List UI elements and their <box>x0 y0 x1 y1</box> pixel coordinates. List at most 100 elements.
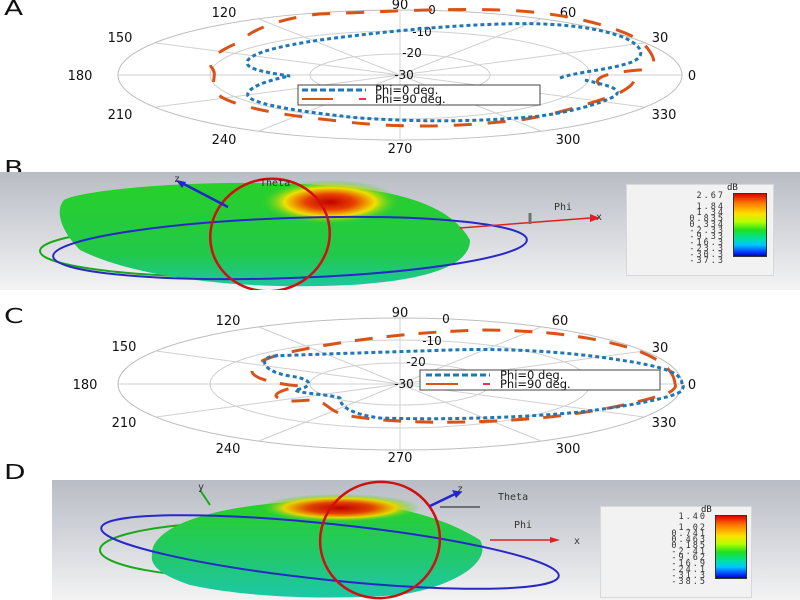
series-phi-90 <box>208 7 656 128</box>
angle-tick-30: 30 <box>652 341 669 356</box>
polar-plot-a: 90 60 30 0 330 300 270 240 210 180 150 1… <box>68 0 697 157</box>
series-phi-0 <box>263 348 685 421</box>
z-axis-arrow-b <box>179 180 229 209</box>
angle-tick-210: 210 <box>108 108 133 123</box>
scale-value: -2.41 <box>671 547 707 557</box>
color-scale-b: dB 2.67 1.84 1.34 0.835 0.334 -2.33 -9.3… <box>626 183 774 276</box>
pattern-hotspot-b <box>260 180 400 224</box>
panel-label-c: C <box>4 304 24 328</box>
red-ring-b <box>209 177 331 290</box>
angle-tick-330: 330 <box>652 416 677 431</box>
angle-tick-300: 300 <box>556 133 581 148</box>
angle-tick-0: 0 <box>688 69 696 84</box>
angle-tick-330: 330 <box>652 108 677 123</box>
axis-label-x-b: x <box>596 212 603 223</box>
angle-tick-270: 270 <box>388 142 413 157</box>
y-axis-arrow-d <box>199 489 211 506</box>
label-theta-b: Theta <box>260 178 291 189</box>
panel-label-a: A <box>4 0 24 20</box>
scale-value: -9.62 <box>671 553 707 563</box>
series-phi-90 <box>250 328 677 424</box>
legend-c: Phi=0 deg. Phi=90 deg. <box>419 368 661 391</box>
label-theta-d: Theta <box>498 492 529 503</box>
angle-tick-labels: 90 60 30 0 330 300 270 240 210 180 150 1… <box>73 306 697 466</box>
polar-plot-c: 90 60 30 0 330 300 270 240 210 180 150 1… <box>73 306 697 466</box>
angle-tick-120: 120 <box>216 314 241 329</box>
legend-label-phi-0: Phi=0 deg. <box>375 83 438 97</box>
z-axis-arrow-d <box>429 492 456 508</box>
angle-tick-120: 120 <box>212 6 237 21</box>
scale-value: 0.741 <box>671 529 707 539</box>
scale-value: -24.1 <box>671 565 707 575</box>
label-phi-d: Phi <box>514 520 533 531</box>
scale-value: 0.185 <box>671 541 707 551</box>
color-bar-b <box>733 193 767 257</box>
angle-tick-60: 60 <box>560 6 577 21</box>
angle-tick-0: 0 <box>688 378 696 393</box>
scale-value: -23.3 <box>689 244 725 254</box>
angle-tick-240: 240 <box>212 133 237 148</box>
radial-tick-minus10: -10 <box>412 25 432 39</box>
red-ring-d <box>318 480 442 600</box>
legend-label-phi-90: Phi=90 deg. <box>500 377 571 391</box>
axis-label-y-d: y <box>198 482 205 493</box>
panel-label-d: D <box>4 460 26 484</box>
blue-ring-d <box>100 514 560 590</box>
angle-tick-180: 180 <box>73 378 98 393</box>
3d-pattern-view-b: z Theta Phi x dB 2.67 1.84 1.34 0.835 0.… <box>0 172 800 290</box>
angle-tick-150: 150 <box>112 340 137 355</box>
angle-tick-labels: 90 60 30 0 330 300 270 240 210 180 150 1… <box>68 0 697 157</box>
radial-tick-minus20: -20 <box>406 355 426 369</box>
polar-grid <box>117 9 683 141</box>
axis-label-x-d: x <box>574 536 581 547</box>
scale-value: -31.3 <box>671 571 707 581</box>
angle-tick-30: 30 <box>652 31 669 46</box>
scale-unit-b: dB <box>727 183 738 193</box>
scale-value: 0.463 <box>671 535 707 545</box>
scale-unit-d: dB <box>701 505 712 515</box>
scale-value: 0.334 <box>689 220 725 230</box>
scale-value: 1.40 <box>678 512 707 522</box>
radial-tick-minus30: -30 <box>394 68 414 82</box>
scale-value: -16.9 <box>671 559 707 569</box>
radial-tick-minus20: -20 <box>402 46 422 60</box>
radial-tick-minus30: -30 <box>394 377 414 391</box>
angle-tick-240: 240 <box>216 442 241 457</box>
angle-tick-60: 60 <box>552 314 569 329</box>
angle-tick-90: 90 <box>392 306 409 321</box>
radial-tick-labels: 0 -10 -20 -30 <box>394 312 450 391</box>
scale-value: -38.5 <box>671 577 707 587</box>
scale-value: -9.33 <box>689 232 725 242</box>
legend-label-phi-0: Phi=0 deg. <box>500 368 563 382</box>
3d-pattern-view-d: y z Theta Phi x dB 1.40 1.02 0.741 0.463… <box>52 480 800 600</box>
axis-label-z-d: z <box>457 484 464 495</box>
angle-tick-150: 150 <box>108 31 133 46</box>
color-scale-d: dB 1.40 1.02 0.741 0.463 0.185 -2.41 -9.… <box>600 505 752 598</box>
radial-tick-0: 0 <box>428 3 436 17</box>
angle-tick-180: 180 <box>68 69 93 84</box>
radial-tick-minus10: -10 <box>422 334 442 348</box>
3d-pattern-b <box>39 177 600 290</box>
scale-value: -30.3 <box>689 250 725 260</box>
scale-value: -16.3 <box>689 238 725 248</box>
x-axis-arrow-b <box>459 217 591 229</box>
scale-value: 1.34 <box>696 208 725 218</box>
pattern-surface-d <box>151 501 483 598</box>
3d-pattern-d <box>99 480 560 600</box>
angle-tick-270: 270 <box>388 451 413 466</box>
scale-value: -2.33 <box>689 226 725 236</box>
scale-value: -37.3 <box>689 256 725 266</box>
legend-label-phi-90: Phi=90 deg. <box>375 92 446 106</box>
legend-a: Phi=0 deg. Phi=90 deg. <box>297 83 541 106</box>
axis-label-z-b: z <box>174 174 181 185</box>
label-phi-b: Phi <box>554 202 573 213</box>
pattern-hotspot-d <box>260 494 420 522</box>
color-bar-d <box>715 515 747 579</box>
angle-tick-300: 300 <box>556 442 581 457</box>
scale-value: 2.67 <box>696 191 725 201</box>
angle-tick-210: 210 <box>112 416 137 431</box>
scale-value: 1.02 <box>678 523 707 533</box>
scale-value: 0.835 <box>689 214 725 224</box>
blue-ring-b <box>52 215 528 281</box>
radial-tick-0: 0 <box>442 312 450 326</box>
